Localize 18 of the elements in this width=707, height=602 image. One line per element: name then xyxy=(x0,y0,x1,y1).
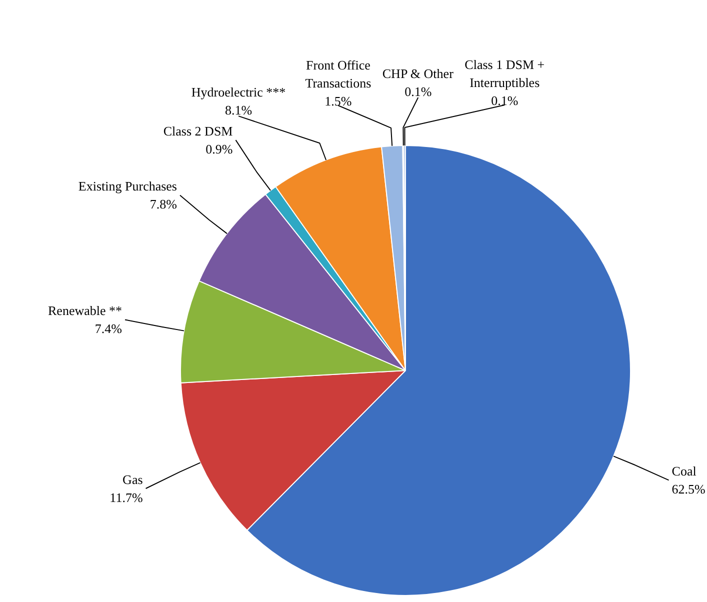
data-label: 7.8% xyxy=(150,196,178,212)
data-label: 11.7% xyxy=(110,490,143,505)
data-label: 1.5% xyxy=(324,94,352,109)
data-label: 7.4% xyxy=(94,321,122,336)
data-label: 0.1% xyxy=(404,84,432,100)
slice-label: Existing Purchases xyxy=(78,178,177,194)
slice-label: Class 1 DSM + Interruptibles xyxy=(464,57,545,90)
slice-label: Front Office Transactions xyxy=(305,58,372,91)
slice-label: Hydroelectric *** xyxy=(191,84,286,100)
slice-label: Class 2 DSM xyxy=(163,124,234,139)
slice-label: CHP & Other xyxy=(382,66,454,82)
data-label: 8.1% xyxy=(224,102,252,118)
data-label: 62.5% xyxy=(672,482,706,497)
data-label: 0.9% xyxy=(206,142,233,157)
slice-label: Gas xyxy=(122,472,143,487)
data-label: 0.1% xyxy=(491,93,518,108)
slice-label: Renewable ** xyxy=(48,303,122,318)
slice-label: Coal xyxy=(672,464,697,479)
